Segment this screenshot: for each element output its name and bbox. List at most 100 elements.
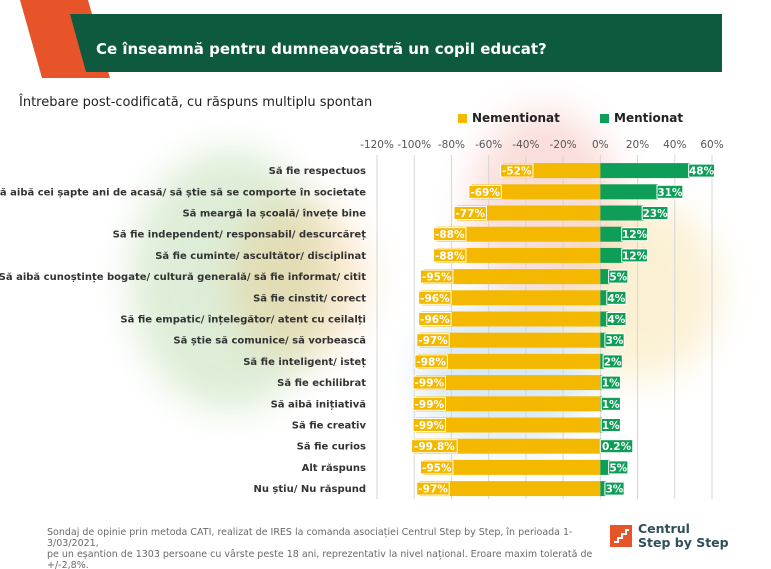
bar-nementionat (417, 353, 601, 369)
category-label: Să știe să comunice/ să vorbească (173, 336, 366, 347)
data-label-box-nementionat (416, 333, 450, 348)
x-tick-label: -80% (438, 139, 465, 151)
category-label: Să fie curios (297, 442, 366, 453)
data-label-box-nementionat (416, 481, 450, 496)
category-label: Să aibă inițiativă (271, 399, 366, 410)
data-label-box-nementionat (412, 418, 446, 432)
category-label: Să fie cuminte/ ascultător/ disciplinat (155, 251, 366, 262)
page-title: Ce înseamnă pentru dumneavoastră un copi… (96, 40, 547, 58)
category-label: Să fie empatic/ înțelegător/ atent cu ce… (120, 314, 366, 326)
logo-line-2: Step by Step (638, 535, 729, 550)
data-label-box-mentionat (608, 269, 629, 284)
bar-nementionat (414, 438, 601, 454)
data-label-mentionat: 5% (609, 462, 627, 474)
data-label-nementionat: -95% (422, 272, 452, 284)
data-label-box-nementionat (433, 248, 467, 263)
logo-icon (610, 525, 632, 547)
data-label-mentionat: 5% (609, 272, 627, 284)
data-label-mentionat: 48% (689, 166, 715, 178)
chart-subtitle: Întrebare post-codificată, cu răspuns mu… (19, 95, 373, 110)
data-label-nementionat: -69% (470, 187, 500, 199)
category-label: Alt răspuns (302, 463, 366, 474)
data-label-box-mentionat (599, 439, 634, 454)
x-tick-label: -120% (360, 139, 394, 151)
data-label-nementionat: -88% (435, 229, 465, 241)
bar-nementionat (421, 290, 601, 306)
data-label-nementionat: -98% (416, 356, 446, 368)
data-label-box-nementionat (420, 460, 454, 475)
data-label-nementionat: -97% (418, 484, 448, 496)
bar-nementionat (436, 247, 601, 263)
data-label-box-mentionat (688, 163, 715, 178)
x-tick-label: -60% (475, 139, 502, 151)
bar-nementionat (419, 481, 601, 497)
data-label-nementionat: -52% (502, 166, 532, 178)
data-label-nementionat: -99.8% (414, 441, 455, 453)
category-label: Să fie inteligent/ isteț (243, 357, 366, 368)
bar-mentionat (600, 269, 610, 285)
category-label: Să aibă cei șapte ani de acasă/ să știe … (0, 186, 366, 198)
data-label-box-nementionat (412, 396, 446, 411)
data-label-box-mentionat (621, 227, 648, 242)
footer-line-1: Sondaj de opinie prin metoda CATI, reali… (47, 527, 573, 549)
data-label-nementionat: -99% (415, 399, 445, 411)
header-green-band (70, 14, 722, 72)
data-label-box-mentionat (621, 248, 648, 263)
data-label-box-nementionat (500, 163, 534, 178)
x-tick-label: 40% (663, 139, 686, 151)
bar-nementionat (421, 311, 601, 327)
legend-item-nementionat: Nementionat (458, 111, 560, 125)
bar-nementionat (423, 269, 601, 285)
data-label-mentionat: 31% (657, 187, 683, 199)
data-label-box-mentionat (604, 333, 625, 348)
logo-line-1: Centrul (638, 521, 690, 536)
data-label-mentionat: 3% (606, 484, 624, 496)
bar-nementionat (471, 184, 601, 200)
bar-nementionat (457, 205, 601, 221)
data-label-nementionat: -99% (415, 378, 445, 390)
data-label-box-nementionat (411, 439, 458, 454)
bar-mentionat (600, 163, 690, 179)
bar-mentionat (600, 247, 623, 263)
data-label-mentionat: 4% (607, 293, 625, 305)
bar-mentionat (600, 459, 610, 475)
data-label-mentionat: 0.2% (602, 441, 632, 453)
header-banner (20, 0, 722, 78)
data-label-box-nementionat (453, 206, 487, 220)
data-label-mentionat: 4% (607, 314, 625, 326)
bar-mentionat (600, 226, 623, 242)
legend-item-mentionat: Mentionat (600, 111, 683, 125)
bar-mentionat (600, 353, 605, 369)
category-label: Să fie cinstit/ corect (253, 293, 366, 304)
legend-swatch-mentionat (600, 113, 609, 123)
data-label-box-nementionat (414, 354, 448, 369)
data-label-box-mentionat (606, 290, 627, 305)
category-label: Să aibă cunoștințe bogate/ cultură gener… (0, 272, 366, 283)
bar-nementionat (436, 226, 601, 242)
x-tick-label: -100% (397, 139, 431, 151)
category-label: Să meargă la școală/ învețe bine (182, 208, 366, 220)
data-label-box-mentionat (608, 460, 629, 475)
bar-mentionat (600, 184, 659, 200)
category-label: Să fie echilibrat (277, 378, 366, 389)
x-tick-label: 0% (592, 139, 609, 151)
data-label-nementionat: -77% (455, 208, 485, 220)
bar-mentionat (600, 481, 606, 497)
category-label: Nu știu/ Nu răspund (253, 484, 366, 495)
data-label-box-nementionat (418, 290, 452, 305)
x-tick-label: -20% (550, 139, 577, 151)
data-label-nementionat: -99% (415, 420, 445, 432)
bar-mentionat (600, 311, 608, 327)
data-label-nementionat: -96% (420, 314, 450, 326)
data-label-mentionat: 12% (622, 250, 648, 262)
data-label-nementionat: -96% (420, 293, 450, 305)
data-label-nementionat: -95% (422, 462, 452, 474)
background-blob (230, 200, 370, 360)
data-label-box-nementionat (412, 375, 446, 390)
bar-mentionat (600, 290, 608, 306)
data-label-mentionat: 1% (602, 378, 620, 390)
x-tick-label: -40% (512, 139, 539, 151)
category-label: Să fie creativ (292, 421, 367, 432)
data-label-box-nementionat (418, 312, 452, 326)
